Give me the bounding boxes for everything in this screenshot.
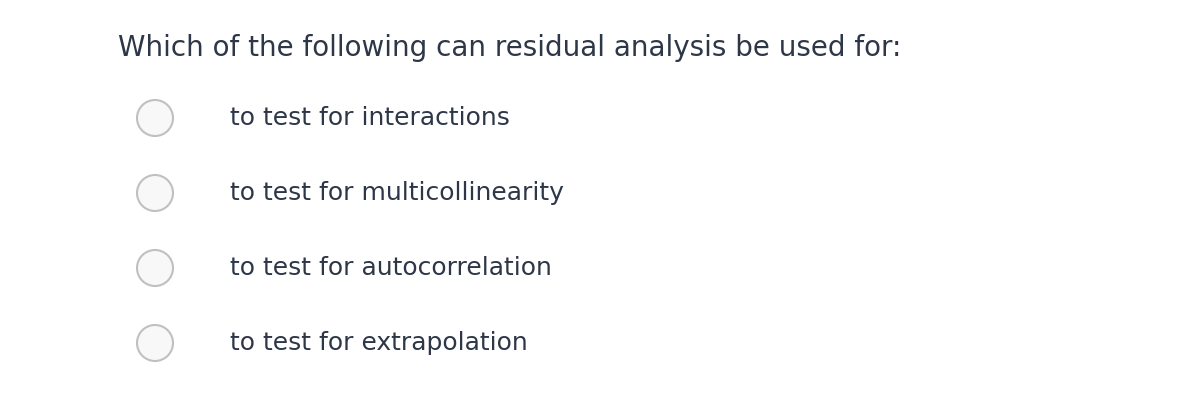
Text: to test for multicollinearity: to test for multicollinearity: [230, 181, 564, 205]
Text: to test for interactions: to test for interactions: [230, 106, 510, 130]
Text: Which of the following can residual analysis be used for:: Which of the following can residual anal…: [118, 34, 901, 62]
Ellipse shape: [137, 175, 173, 211]
Text: to test for extrapolation: to test for extrapolation: [230, 331, 528, 355]
Ellipse shape: [137, 325, 173, 361]
Ellipse shape: [137, 100, 173, 136]
Ellipse shape: [137, 250, 173, 286]
Text: to test for autocorrelation: to test for autocorrelation: [230, 256, 552, 280]
